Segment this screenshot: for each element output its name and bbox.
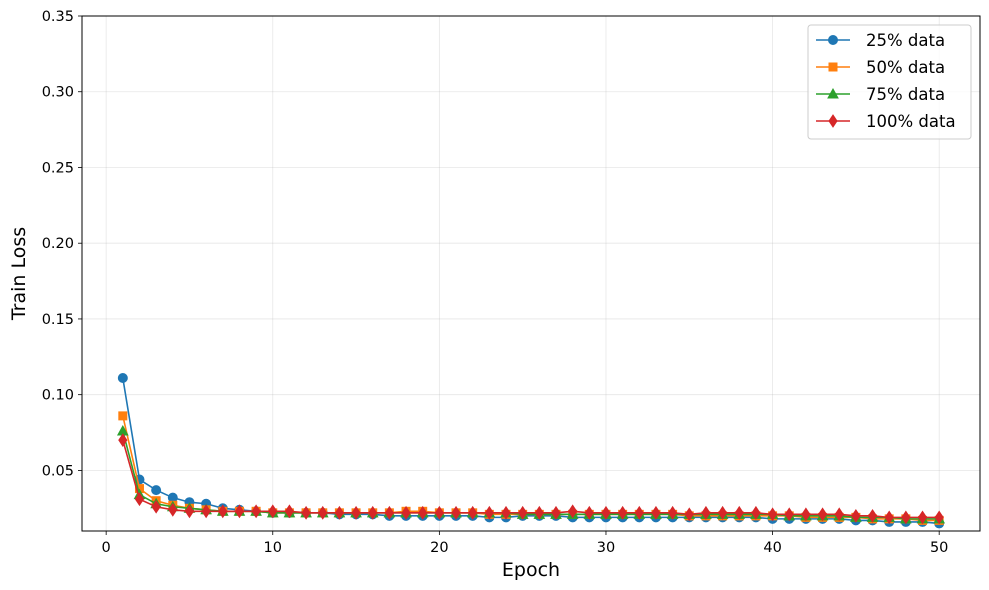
x-tick-label: 50 [930, 540, 948, 556]
data-point [584, 505, 594, 520]
y-axis-title: Train Loss [8, 227, 30, 321]
data-point [284, 504, 295, 519]
ticks-layer: 0 10 20 30 40 50 0.05 0.10 0.15 0.20 0.25 0.30 0.35 [42, 9, 949, 556]
data-point [151, 499, 161, 514]
legend-marker [827, 87, 839, 99]
legend-marker [828, 114, 838, 128]
legend: 25% data 50% data 75% data 100% data [807, 24, 972, 140]
data-point [434, 505, 444, 520]
data-point [184, 504, 195, 519]
y-tick-label: 0.35 [42, 9, 74, 25]
data-point [717, 505, 728, 520]
data-point [751, 505, 761, 520]
plot-frame [81, 15, 981, 532]
data-point [701, 505, 711, 520]
data-point [334, 505, 345, 520]
series-line [122, 415, 940, 522]
data-point [651, 505, 661, 520]
data-point [917, 510, 928, 525]
data-point [351, 505, 361, 520]
data-point [318, 505, 328, 520]
legend-label: 75% data [866, 85, 945, 104]
data-point [501, 505, 511, 520]
data-point [801, 507, 811, 522]
data-point [234, 504, 245, 519]
data-point [134, 492, 145, 507]
y-tick-label: 0.25 [42, 160, 74, 176]
x-tick-label: 0 [102, 540, 111, 556]
data-point [668, 505, 678, 520]
data-point [784, 507, 794, 522]
data-point [301, 505, 311, 520]
data-point [618, 505, 628, 520]
data-point [734, 505, 744, 520]
data-point [251, 504, 261, 519]
data-point [634, 505, 644, 520]
series-line [122, 377, 940, 525]
data-point [934, 510, 944, 525]
data-point [534, 505, 544, 520]
y-tick-label: 0.10 [42, 388, 74, 404]
data-point [118, 411, 128, 421]
data-point [867, 508, 878, 523]
data-point [401, 505, 411, 520]
data-point [468, 505, 478, 520]
data-point [884, 510, 894, 525]
legend-marker [828, 62, 838, 72]
y-tick-label: 0.05 [42, 463, 74, 479]
legend-label: 25% data [866, 31, 945, 50]
data-point [601, 505, 611, 520]
data-point [901, 510, 911, 525]
legend-marker [828, 35, 838, 45]
data-point [201, 504, 211, 519]
series-25-data [117, 373, 945, 529]
legend-label: 100% data [866, 112, 956, 131]
legend-item: 75% data [816, 85, 945, 104]
data-point [118, 433, 128, 448]
series-layer [116, 373, 946, 529]
data-point [484, 505, 494, 520]
data-point [451, 505, 461, 520]
legend-item: 50% data [816, 58, 945, 77]
data-point [368, 505, 378, 520]
data-point [551, 505, 561, 520]
legend-frame [807, 24, 972, 140]
legend-item: 100% data [816, 112, 956, 131]
data-point [151, 485, 162, 496]
y-tick-label: 0.15 [42, 312, 74, 328]
x-tick-label: 10 [264, 540, 282, 556]
data-point [418, 505, 428, 520]
data-point [117, 373, 128, 384]
data-point [817, 507, 828, 522]
x-tick-label: 20 [430, 540, 448, 556]
data-point [767, 507, 778, 522]
series-line [122, 430, 940, 520]
data-point [384, 505, 394, 520]
y-tick-label: 0.20 [42, 236, 74, 252]
data-point [268, 504, 278, 519]
data-point [834, 507, 844, 522]
data-point [218, 504, 228, 519]
x-tick-label: 40 [763, 540, 781, 556]
x-tick-label: 30 [597, 540, 615, 556]
series-line [122, 439, 940, 519]
legend-label: 50% data [866, 58, 945, 77]
data-point [568, 504, 578, 519]
data-point [684, 507, 694, 522]
data-point [168, 502, 178, 517]
series-100-data [118, 433, 944, 525]
y-tick-label: 0.30 [42, 85, 74, 101]
series-50-data [118, 411, 944, 525]
x-axis-title: Epoch [502, 559, 560, 581]
legend-item: 25% data [816, 31, 945, 50]
data-point [851, 508, 861, 523]
data-point [518, 505, 528, 520]
